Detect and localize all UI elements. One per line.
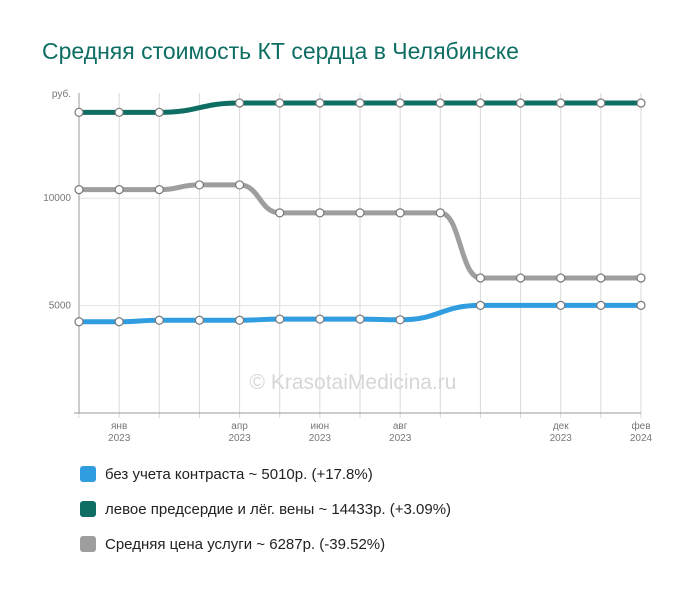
data-point — [515, 98, 526, 108]
data-point — [154, 107, 164, 117]
data-point — [556, 273, 566, 283]
data-point — [114, 107, 124, 117]
x-tick-label: янв — [111, 421, 127, 432]
series-group — [74, 300, 646, 327]
data-point — [114, 185, 124, 195]
data-point — [355, 98, 365, 108]
data-point — [315, 208, 325, 218]
data-point — [114, 317, 124, 327]
data-point — [194, 315, 205, 325]
legend-item: Средняя цена услуги ~ 6287р. (-39.52%) — [80, 532, 451, 556]
data-point — [275, 314, 285, 324]
data-point — [315, 98, 325, 108]
data-point — [596, 273, 606, 283]
data-point — [636, 98, 646, 108]
x-tick-label: авг — [393, 421, 408, 432]
series-group — [74, 98, 646, 117]
data-point — [194, 180, 205, 190]
x-tick-label-year: 2024 — [630, 433, 653, 444]
chart-title: Средняя стоимость КТ сердца в Челябинске — [42, 38, 519, 64]
data-point — [234, 98, 245, 108]
legend-swatch — [80, 536, 96, 552]
data-point — [395, 98, 405, 108]
data-point — [154, 185, 164, 195]
data-point — [234, 180, 245, 190]
watermark: © KrasotaiMedicina.ru — [250, 371, 457, 394]
data-point — [435, 98, 445, 108]
data-point — [556, 300, 566, 311]
y-tick-label: 10000 — [43, 193, 71, 204]
x-tick-label-year: 2023 — [228, 433, 251, 444]
data-point — [74, 185, 84, 195]
data-point — [475, 98, 486, 108]
data-point — [556, 98, 566, 108]
x-tick-label-year: 2023 — [309, 433, 332, 444]
data-point — [596, 300, 606, 311]
x-tick-label: дек — [553, 421, 569, 432]
data-point — [234, 315, 245, 325]
legend-label: левое предсердие и лёг. вены ~ 14433р. (… — [105, 500, 452, 518]
data-point — [355, 208, 365, 218]
y-tick-label: 5000 — [49, 301, 72, 312]
x-tick-label: апр — [231, 421, 248, 432]
series-line — [76, 100, 644, 115]
data-point — [515, 273, 526, 283]
data-point — [355, 314, 365, 324]
data-point — [74, 107, 84, 117]
x-tick-label-year: 2023 — [108, 433, 131, 444]
data-point — [395, 315, 405, 325]
legend-label: Средняя цена услуги ~ 6287р. (-39.52%) — [105, 535, 386, 553]
data-point — [74, 317, 84, 327]
x-tick-label: фев — [631, 420, 650, 432]
x-tick-label-year: 2023 — [550, 433, 573, 444]
data-point — [475, 273, 486, 283]
legend-swatch — [80, 501, 96, 517]
x-tick-label: июн — [311, 421, 330, 432]
data-point — [275, 98, 285, 108]
data-point — [275, 208, 285, 218]
legend-item: без учета контраста ~ 5010р. (+17.8%) — [80, 462, 451, 486]
y-axis-unit: руб. — [52, 88, 71, 100]
x-tick-label-year: 2023 — [389, 433, 412, 444]
data-point — [636, 300, 646, 311]
chart-legend: без учета контраста ~ 5010р. (+17.8%) лев… — [80, 462, 451, 567]
legend-item: левое предсердие и лёг. вены ~ 14433р. (… — [80, 497, 451, 521]
legend-swatch — [80, 466, 96, 482]
data-point — [636, 273, 646, 283]
data-point — [596, 98, 606, 108]
series-group — [74, 180, 646, 283]
data-point — [154, 315, 164, 325]
legend-label: без учета контраста ~ 5010р. (+17.8%) — [105, 465, 373, 483]
data-point — [435, 208, 445, 218]
data-point — [315, 314, 325, 324]
data-point — [475, 300, 486, 311]
data-point — [395, 208, 405, 218]
